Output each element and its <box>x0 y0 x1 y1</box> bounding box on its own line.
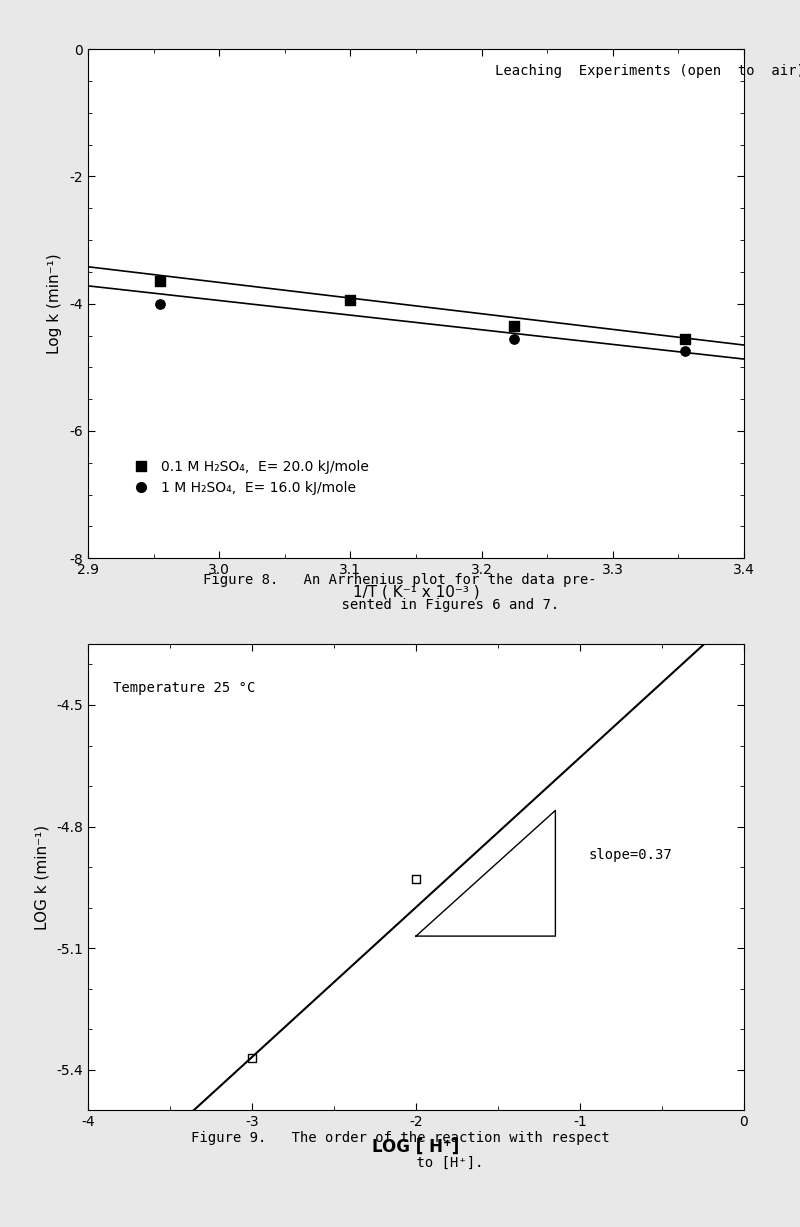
Text: Figure 8.   An Arrhenius plot for the data pre-: Figure 8. An Arrhenius plot for the data… <box>203 573 597 587</box>
X-axis label: 1/T ( K⁻¹ x 10⁻³ ): 1/T ( K⁻¹ x 10⁻³ ) <box>353 584 479 599</box>
Point <box>678 329 691 348</box>
Point <box>678 341 691 361</box>
Text: to [H⁺].: to [H⁺]. <box>316 1156 484 1169</box>
Point <box>508 317 521 336</box>
Text: sented in Figures 6 and 7.: sented in Figures 6 and 7. <box>241 598 559 611</box>
Point <box>154 271 166 291</box>
Text: slope=0.37: slope=0.37 <box>588 848 672 863</box>
Point <box>344 291 357 310</box>
Text: Figure 9.   The order of the reaction with respect: Figure 9. The order of the reaction with… <box>190 1131 610 1145</box>
Text: Temperature 25 °C: Temperature 25 °C <box>113 681 255 694</box>
Legend: 0.1 M H₂SO₄,  E= 20.0 kJ/mole, 1 M H₂SO₄,  E= 16.0 kJ/mole: 0.1 M H₂SO₄, E= 20.0 kJ/mole, 1 M H₂SO₄,… <box>121 454 375 501</box>
Point <box>508 329 521 348</box>
Point <box>154 294 166 314</box>
Point <box>246 1048 258 1067</box>
Y-axis label: Log k (min⁻¹): Log k (min⁻¹) <box>47 253 62 355</box>
Point <box>738 598 750 617</box>
Point <box>410 870 422 890</box>
Y-axis label: LOG k (min⁻¹): LOG k (min⁻¹) <box>34 825 50 930</box>
X-axis label: LOG [ H⁺]: LOG [ H⁺] <box>372 1137 460 1156</box>
Text: Leaching  Experiments (open  to  air): Leaching Experiments (open to air) <box>494 64 800 79</box>
